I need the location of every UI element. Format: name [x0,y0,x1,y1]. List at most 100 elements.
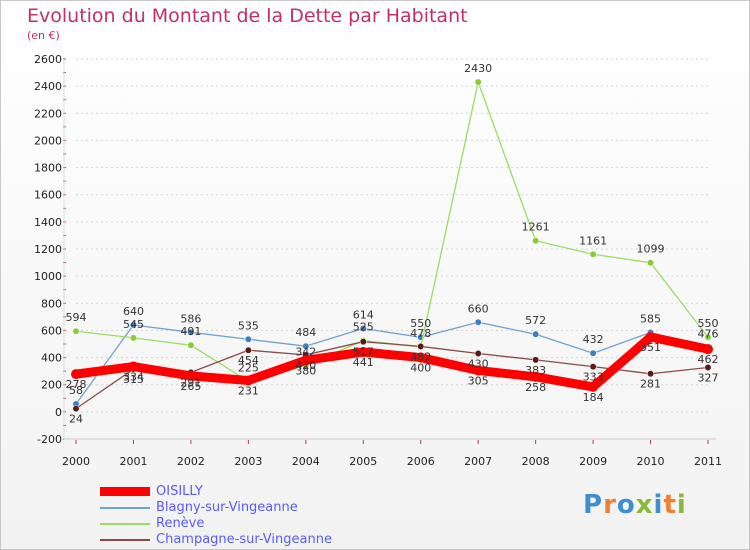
y-tick-label: 800 [41,297,62,310]
legend-item-champagne: Champagne-sur-Vingeanne [100,532,420,548]
data-point [187,341,195,349]
series-line-ren-ve [75,81,709,382]
legend-item-blagny: Blagny-sur-Vingeanne [100,500,420,516]
data-label: 594 [66,311,87,324]
data-label: 550 [410,317,431,330]
data-label: 585 [640,312,661,325]
data-point [532,356,540,364]
data-point [532,330,540,338]
x-tick-label: 2003 [234,455,262,468]
data-label: 614 [353,309,374,322]
legend-swatch-blagny [100,507,150,509]
y-tick-label: 2200 [34,107,62,120]
data-point [703,344,713,355]
legend: OISILLY Blagny-sur-Vingeanne Renève Cham… [100,484,420,548]
legend-swatch-oisilly [100,487,150,496]
data-point [474,318,482,326]
data-label: 525 [353,321,374,334]
legend-swatch-reneve [100,523,150,525]
logo-letter: t [663,490,677,520]
data-label: 334 [123,371,144,384]
data-label: 1261 [522,221,550,234]
data-point [588,381,599,392]
data-point [128,361,139,372]
x-tick-label: 2011 [694,455,722,468]
data-point [244,335,252,343]
data-label: 420 [295,359,316,372]
y-tick-label: 1600 [34,189,62,202]
x-tick-label: 2000 [62,455,90,468]
x-tick-label: 2005 [349,455,377,468]
proxiti-logo: Proxiti [583,490,687,520]
data-point [647,370,654,378]
data-point [130,334,137,342]
data-label: 517 [353,346,374,359]
line-chart: -200 0 200 400 600 800 1000 1200 1400 1600 1800 200… [34,53,722,468]
data-label: 327 [698,371,719,384]
data-label: 484 [295,326,316,339]
x-tick-label: 2002 [177,455,205,468]
data-label: 265 [180,380,201,393]
data-point [185,370,196,381]
data-label: 305 [468,374,489,387]
data-label: 660 [468,302,489,315]
data-label: 333 [583,371,604,384]
data-label: 58 [69,384,83,397]
data-point [72,327,80,335]
data-label: 454 [238,354,259,367]
data-point [704,333,712,341]
data-point [359,338,367,346]
data-point [415,352,426,363]
data-point [704,364,712,371]
data-label: 482 [410,350,431,363]
legend-item-oisilly: OISILLY [100,484,420,500]
logo-letter: i [676,490,687,520]
data-label: 24 [69,413,83,426]
data-label: 278 [66,378,87,391]
series-line-oisilly [71,332,713,392]
x-tick-label: 2006 [407,455,435,468]
chart-title: Evolution du Montant de la Dette par Hab… [27,5,468,27]
data-label: 1161 [579,234,607,247]
data-point [358,347,369,358]
x-tick-label: 2010 [637,455,665,468]
y-gridlines [76,58,708,440]
data-point [647,259,654,267]
y-tick-label: 1000 [34,270,62,283]
x-tick-label: 2007 [464,455,492,468]
data-label: 476 [698,327,719,340]
data-label: 572 [525,314,546,327]
data-point [532,237,540,245]
y-tick-label: 0 [55,406,62,419]
data-point [302,342,310,350]
x-tick-labels: 2000 2001 2002 2003 2004 2005 2006 2007 2008 2009… [62,455,722,468]
data-point [72,405,80,413]
data-label: 342 [295,345,316,358]
logo-letter: r [603,490,617,520]
legend-label-oisilly: OISILLY [156,484,203,499]
legend-label-champagne: Champagne-sur-Vingeanne [156,532,332,547]
data-label: 400 [410,362,431,375]
axes [63,58,716,444]
series-layer [71,78,713,413]
data-point [589,363,597,371]
data-point [187,328,195,336]
legend-label-reneve: Renève [156,516,205,531]
x-tick-label: 2001 [119,455,147,468]
data-point [130,321,137,329]
data-label: 545 [123,318,144,331]
y-tick-label: 200 [41,379,62,392]
y-tick-label: 1200 [34,243,62,256]
data-label: 184 [583,391,604,404]
data-point [530,371,541,382]
data-point [417,342,425,350]
data-label: 551 [640,341,661,354]
x-tick-label: 2008 [522,455,550,468]
data-label: 225 [238,361,259,374]
data-label: 231 [238,385,259,398]
x-tick-label: 2009 [579,455,607,468]
logo-letter: i [653,490,664,520]
data-point [71,369,81,380]
data-label: 640 [123,305,144,318]
